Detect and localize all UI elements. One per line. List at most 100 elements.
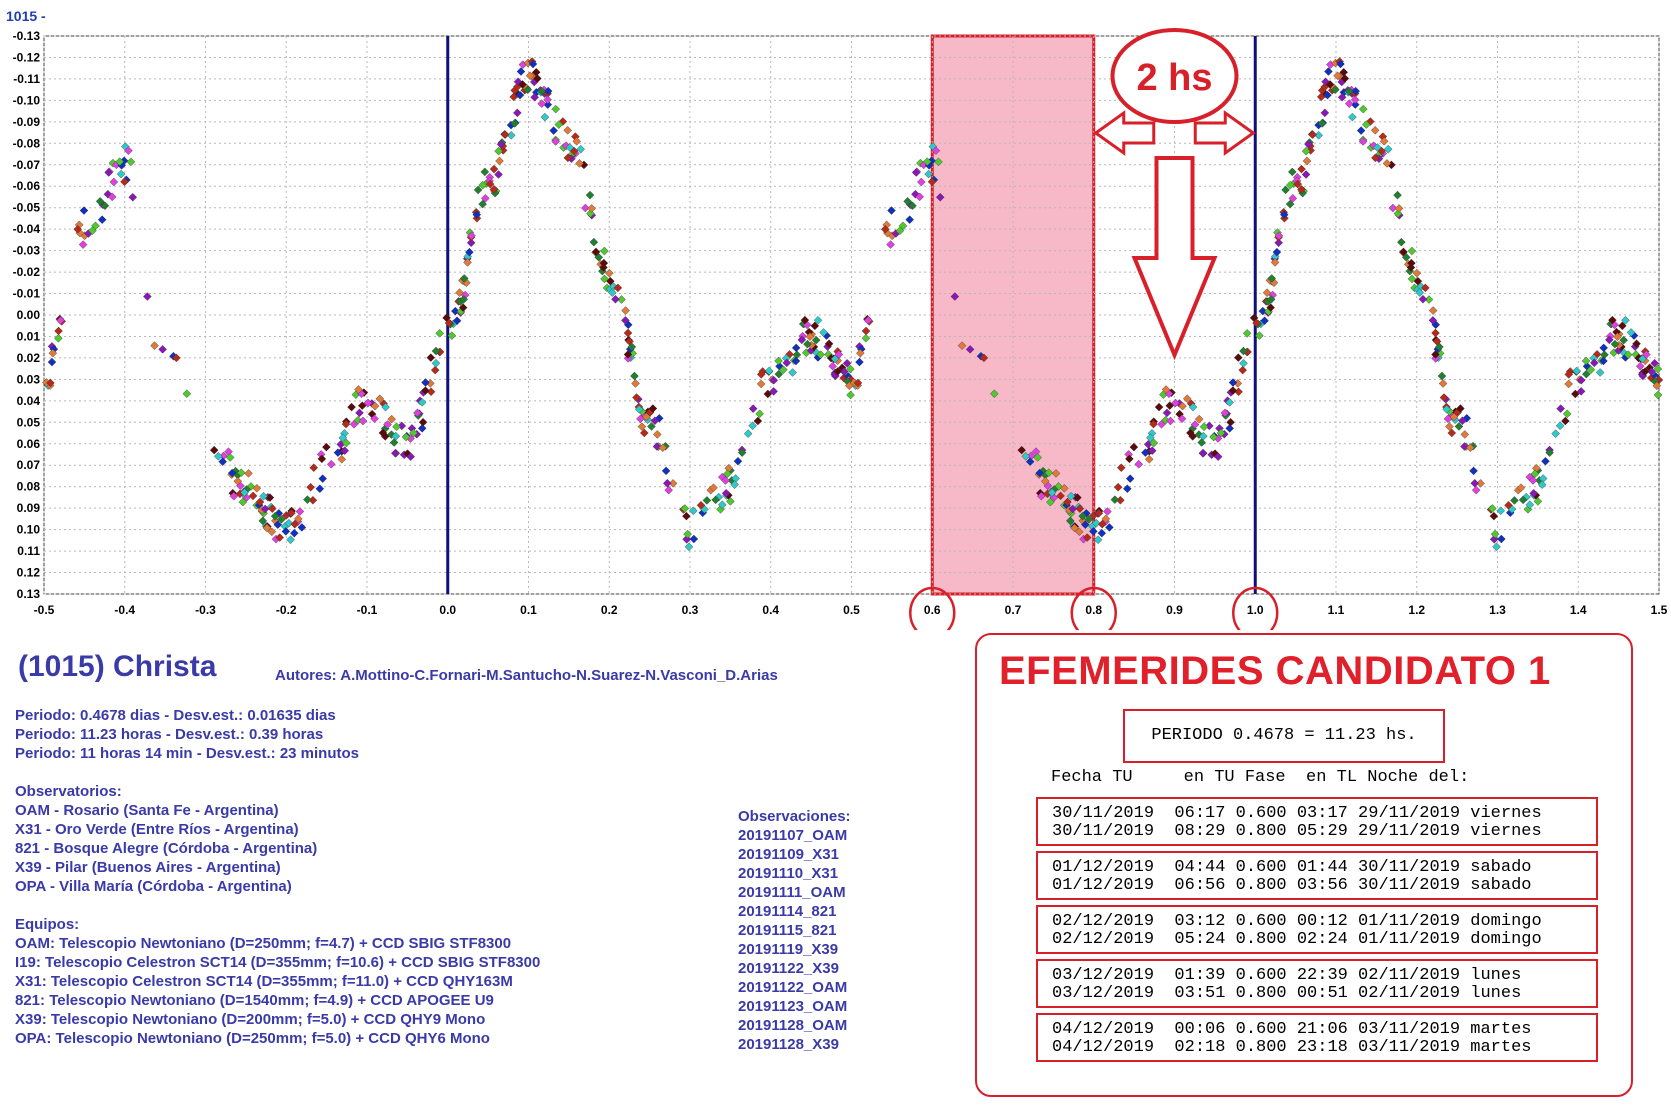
y-tick-label: -0.13	[13, 29, 41, 43]
data-point	[711, 495, 720, 505]
data-point	[56, 316, 65, 325]
data-point	[957, 341, 967, 350]
observatorio-item: 821 - Bosque Alegre (Córdoba - Argentina…	[15, 840, 318, 857]
data-point	[1418, 294, 1428, 304]
data-point	[1407, 274, 1417, 284]
data-point	[668, 479, 678, 488]
data-point	[1407, 246, 1417, 256]
data-point	[100, 201, 110, 211]
data-point	[459, 274, 469, 283]
y-tick-label: 0.06	[17, 437, 41, 451]
data-point	[1497, 534, 1506, 544]
y-tick-label: -0.02	[13, 265, 41, 279]
y-tick-label: -0.08	[13, 136, 41, 150]
data-point	[627, 342, 637, 352]
data-point	[495, 156, 504, 166]
data-point	[554, 120, 564, 129]
efemerides-row: 30/11/2019 06:17 0.600 03:17 29/11/2019 …	[1036, 797, 1598, 846]
data-point	[1653, 390, 1663, 400]
data-point	[621, 306, 630, 315]
data-point	[1304, 139, 1313, 149]
data-point	[1521, 492, 1531, 502]
data-point	[585, 190, 595, 200]
data-point	[652, 442, 662, 451]
data-point	[1323, 90, 1332, 100]
data-point	[605, 268, 614, 278]
data-point	[1213, 452, 1223, 461]
data-point	[1445, 422, 1454, 431]
data-point	[1382, 159, 1392, 168]
data-point	[1642, 350, 1651, 359]
data-point	[1178, 401, 1187, 411]
data-point	[1595, 368, 1605, 377]
data-point	[934, 157, 943, 167]
y-tick-label: -0.03	[13, 244, 41, 258]
data-point	[845, 381, 854, 391]
data-point	[1228, 386, 1238, 395]
efemerides-line: 30/11/2019 06:17 0.600 03:17 29/11/2019 …	[1052, 804, 1542, 823]
right-arrow-icon	[1193, 110, 1256, 156]
data-point	[1317, 119, 1327, 128]
data-point	[48, 348, 58, 358]
data-point	[418, 417, 428, 427]
data-point	[1216, 428, 1226, 438]
data-point	[1394, 204, 1404, 213]
data-point	[617, 295, 626, 304]
data-point	[1599, 356, 1608, 366]
data-point	[435, 329, 444, 338]
data-point	[78, 240, 88, 249]
phase-circle-marker	[1232, 586, 1279, 630]
data-point	[1110, 495, 1120, 504]
y-tick-label: -0.01	[13, 287, 41, 301]
data-point	[1476, 479, 1485, 488]
data-point	[295, 507, 305, 516]
data-point	[613, 283, 623, 293]
data-point	[389, 438, 399, 447]
data-point	[1458, 416, 1467, 426]
data-point	[1581, 356, 1591, 366]
y-tick-label: -0.11	[13, 72, 40, 86]
observacion-item: 20191119_X39	[738, 941, 839, 958]
data-point	[683, 529, 692, 539]
data-point	[702, 496, 712, 505]
data-point	[79, 206, 89, 215]
y-tick-label: 0.04	[17, 394, 41, 408]
data-point	[631, 379, 640, 388]
data-point	[895, 226, 905, 236]
y-tick-label: 0.12	[17, 566, 41, 580]
data-point	[318, 474, 327, 483]
data-point	[1618, 321, 1627, 331]
x-tick-label: 0.5	[843, 603, 860, 617]
data-point	[680, 504, 690, 513]
data-point	[537, 99, 547, 108]
x-tick-label: 0.1	[520, 603, 537, 617]
y-tick-label: 0.08	[17, 480, 41, 494]
data-point	[1428, 316, 1438, 325]
period-line: Periodo: 11.23 horas - Desv.est.: 0.39 h…	[15, 726, 324, 743]
data-point	[1460, 430, 1470, 439]
data-point	[688, 506, 698, 516]
observatorio-item: OPA - Villa María (Córdoba - Argentina)	[15, 878, 292, 895]
x-tick-label: 1.4	[1570, 603, 1587, 617]
data-point	[1033, 453, 1042, 462]
data-point	[1239, 346, 1248, 356]
data-point	[1555, 421, 1565, 431]
y-tick-label: -0.04	[13, 222, 41, 236]
data-point	[459, 295, 468, 304]
data-point	[723, 469, 732, 479]
x-tick-label: 0.9	[1166, 603, 1183, 617]
data-point	[1225, 424, 1234, 433]
data-point	[1025, 457, 1035, 466]
data-point	[1348, 112, 1357, 122]
data-point	[1571, 389, 1580, 399]
data-point	[1239, 358, 1248, 368]
data-point	[1078, 511, 1087, 521]
data-point	[1406, 263, 1416, 272]
data-point	[533, 74, 542, 83]
data-point	[1234, 353, 1243, 362]
data-point	[1297, 185, 1306, 194]
observatorio-item: X31 - Oro Verde (Entre Ríos - Argentina)	[15, 821, 299, 838]
data-point	[599, 258, 609, 268]
data-point	[1623, 350, 1633, 359]
down-arrow-icon	[1131, 156, 1218, 361]
